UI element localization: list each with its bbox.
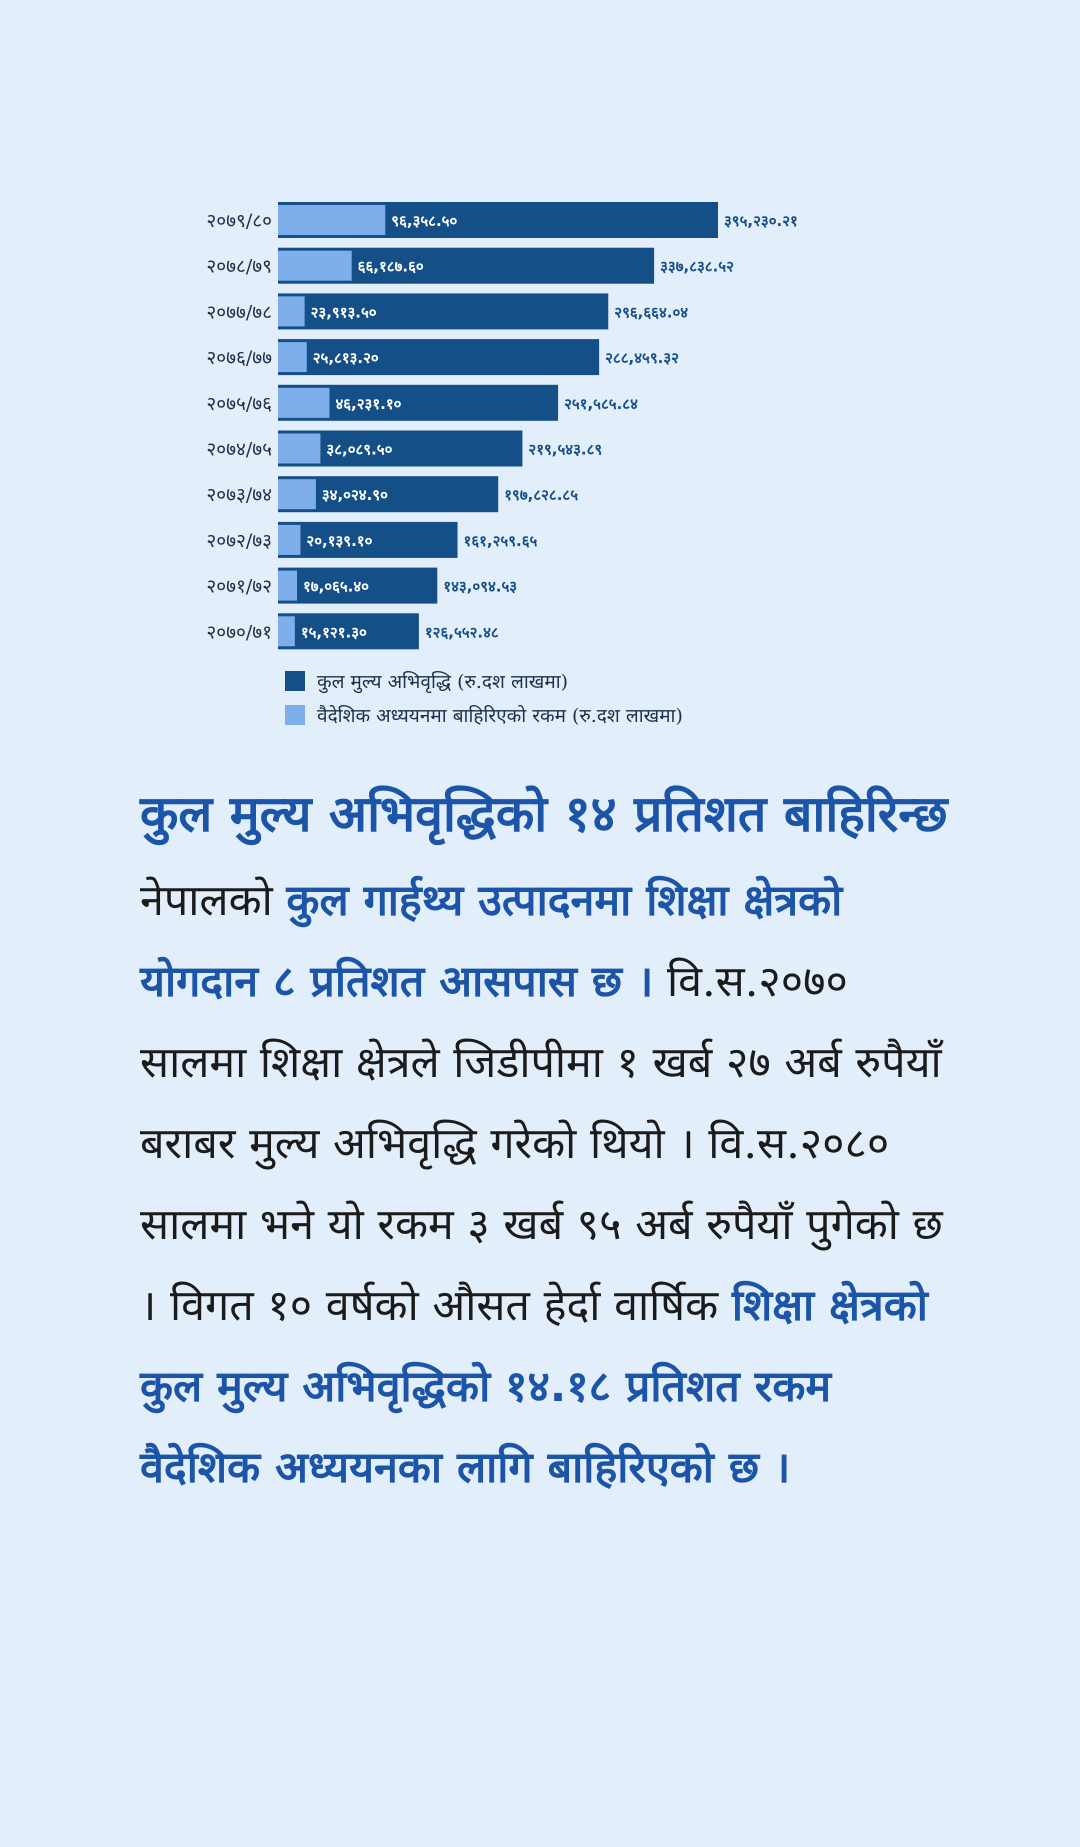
bar-foreign (278, 296, 305, 327)
article: कुल मुल्य अभिवृद्धिको १४ प्रतिशत बाहिरिन… (140, 775, 960, 1509)
category-label: २०७७/७८ (206, 301, 272, 323)
bar-foreign (278, 342, 307, 373)
legend-label-foreign: वैदेशिक अध्ययनमा बाहिरिएको रकम (रु.दश ला… (317, 705, 683, 727)
bar-foreign (278, 205, 386, 235)
bar-foreign (278, 433, 321, 464)
legend-swatch-total (285, 671, 305, 691)
data-label-foreign: १७,०६५.४० (303, 578, 369, 596)
category-label: २०७८/७९ (206, 256, 272, 278)
data-label-total: १६१,२५९.६५ (464, 532, 538, 550)
category-label: २०७३/७४ (206, 484, 272, 506)
category-label: २०७२/७३ (206, 530, 272, 552)
category-label: २०७५/७६ (206, 393, 272, 415)
category-label: २०७४/७५ (206, 439, 272, 461)
data-label-foreign: ९६,३५८.५० (391, 212, 457, 230)
data-label-total: २१९,५४३.८९ (528, 441, 602, 459)
data-label-total: ३३७,८३८.५२ (660, 258, 734, 276)
category-label: २०७०/७१ (206, 621, 272, 643)
bar-foreign (278, 524, 301, 555)
data-label-foreign: २०,१३९.१० (306, 532, 372, 550)
bar-foreign (278, 479, 316, 510)
data-label-total: २९६,६६४.०४ (614, 303, 688, 321)
bar-chart: २०७९/८० ९६,३५८.५० ३९५,२३०.२१ २०७८/७९ ६६,१८७.… (206, 202, 798, 650)
data-label-total: २५१,५८५.८४ (564, 395, 638, 413)
category-label: २०७९/८० (206, 210, 272, 232)
bar-foreign (278, 387, 330, 418)
data-label-total: १९७,८२८.८५ (504, 486, 578, 504)
paragraph-highlight-2: शिक्षा क्षेत्रको कुल मुल्य अभिवृद्धिको १… (140, 1281, 928, 1493)
data-label-foreign: २५,८१३.२० (313, 349, 379, 367)
data-label-total: १२६,५५२.४८ (425, 623, 499, 641)
bar-total (278, 567, 438, 604)
data-label-foreign: ३४,०२४.९० (322, 486, 388, 504)
legend-item-total: कुल मुल्य अभिवृद्धि (रु.दश लाखमा) (285, 664, 683, 698)
data-label-total: १४३,०९४.५३ (443, 578, 517, 596)
bar-total (278, 613, 419, 650)
legend-item-foreign: वैदेशिक अध्ययनमा बाहिरिएको रकम (रु.दश ला… (285, 698, 683, 732)
category-label: २०७१/७२ (206, 576, 272, 598)
bar-total (278, 521, 458, 558)
article-headline: कुल मुल्य अभिवृद्धिको १४ प्रतिशत बाहिरिन… (140, 785, 948, 843)
paragraph-text-2: वि.स.२०७० सालमा शिक्षा क्षेत्रले जिडीपीम… (140, 957, 943, 1331)
data-label-foreign: ६६,१८७.६० (358, 258, 424, 276)
data-label-total: २८८,४५९.३२ (605, 349, 679, 367)
bars-layer: २०७९/८० ९६,३५८.५० ३९५,२३०.२१ २०७८/७९ ६६,१८७.… (206, 202, 798, 650)
legend-label-total: कुल मुल्य अभिवृद्धि (रु.दश लाखमा) (317, 671, 569, 693)
paragraph-highlight-1: कुल गार्हथ्य उत्पादनमा शिक्षा क्षेत्रको … (140, 876, 843, 1007)
bar-foreign (278, 570, 297, 601)
chart-legend: कुल मुल्य अभिवृद्धि (रु.दश लाखमा) वैदेशि… (285, 664, 683, 732)
data-label-total: ३९५,२३०.२१ (724, 212, 798, 230)
bar-foreign (278, 616, 295, 647)
bar-total (278, 293, 609, 330)
article-paragraph: नेपालको कुल गार्हथ्य उत्पादनमा शिक्षा क्… (140, 861, 960, 1509)
data-label-foreign: ४६,२३१.१० (335, 395, 401, 413)
bar-foreign (278, 250, 352, 281)
category-label: २०७६/७७ (206, 347, 272, 369)
data-label-foreign: ३८,०८९.५० (326, 441, 392, 459)
data-label-foreign: २३,९१३.५० (311, 303, 377, 321)
legend-swatch-foreign (285, 705, 305, 725)
bar-total (278, 339, 600, 376)
paragraph-text-1: नेपालको (140, 876, 287, 926)
data-label-foreign: १५,१२१.३० (301, 623, 367, 641)
